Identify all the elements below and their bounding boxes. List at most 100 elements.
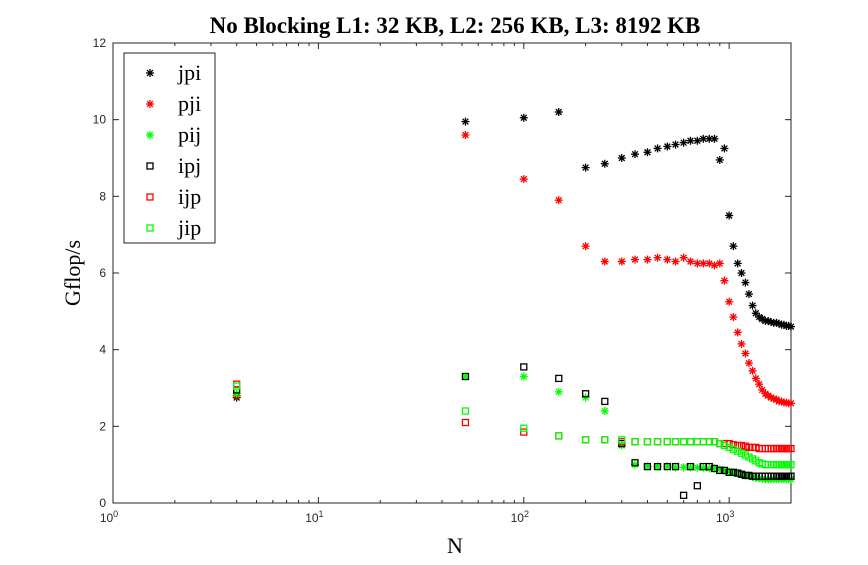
data-point-pji [663,255,672,264]
data-point-pji [741,349,750,358]
data-point-ipj [716,466,724,475]
chart-title: No Blocking L1: 32 KB, L2: 256 KB, L3: 8… [210,13,701,38]
legend-label-jip: jip [177,215,201,240]
legend-marker-ijp [146,193,154,201]
data-point-jpi [693,136,702,145]
data-point-jpi [554,108,563,116]
data-point-pij [554,387,563,396]
data-point-jip [555,432,563,440]
data-point-pji [764,391,773,400]
x-tick-label: 103 [716,509,734,525]
data-point-ipj [787,472,795,480]
data-point-pji [693,259,702,268]
data-point-ipj [663,462,671,471]
data-point-ijp [520,428,528,436]
data-point-jpi [643,148,652,157]
data-point-jpi [725,211,734,220]
data-point-ipj [671,462,680,471]
data-point-jip [671,438,680,446]
data-point-pij [232,389,241,398]
data-point-ipj [631,459,639,467]
y-tick-label: 8 [99,189,106,203]
data-point-jpi [671,140,680,149]
legend-marker-jip [146,224,154,232]
data-point-jip [725,443,733,452]
data-point-jpi [519,113,528,122]
data-point-jpi [710,134,719,143]
x-tick-label: 100 [100,509,118,525]
data-point-jip [643,438,652,446]
legend-label-jpi: jpi [177,60,201,85]
data-point-jpi [748,301,757,310]
data-point-ijp [461,418,470,427]
data-point-pij [519,372,528,381]
data-point-jip [618,436,626,444]
data-point-jpi [733,259,742,268]
data-point-jip [737,449,746,457]
data-point-ipj [729,468,738,476]
data-point-jip [716,439,724,448]
data-point-jpi [663,142,672,151]
data-point-pij [679,463,688,472]
data-point-ipj [555,374,563,383]
data-point-jpi [715,155,724,164]
data-point-pji [600,257,609,266]
legend-label-ipj: ipj [178,153,201,178]
data-point-jip [520,424,528,432]
data-point-ipj [734,469,742,477]
data-point-jpi [737,269,746,277]
data-point-jip [720,441,729,450]
data-point-jip [461,407,470,415]
data-point-jpi [631,150,640,159]
data-point-ipj [705,462,713,471]
series-jip [233,382,795,469]
data-point-jpi [720,144,729,153]
legend-marker-pij [146,131,154,139]
data-point-jip [581,436,590,444]
data-point-jpi [679,138,688,147]
data-point-ipj [653,462,662,471]
data-point-pji [653,253,662,262]
series-pji [232,131,795,408]
data-point-pji [461,131,470,139]
data-point-jip [601,436,609,444]
series-jpi [232,108,795,402]
data-point-pji [755,380,764,389]
y-tick-label: 2 [99,419,106,433]
data-point-jpi [787,322,795,331]
data-point-jpi [741,278,750,287]
data-point-ipj [737,470,746,478]
data-point-pij [581,393,590,402]
data-point-ipj [710,464,719,473]
legend-label-pij: pij [178,122,201,147]
y-tick-label: 4 [99,343,106,357]
data-point-jip [710,438,719,446]
data-point-pji [671,257,680,266]
data-point-jip [787,461,795,469]
legend-label-pji: pji [178,91,201,116]
data-point-jpi [617,154,626,162]
data-point-pij [600,407,609,415]
data-point-pji [729,313,738,322]
legend: jpi pji pij ipj ijp jip [123,52,216,244]
data-point-jip [729,445,738,453]
data-point-pji [554,196,563,205]
data-point-jip [734,447,742,455]
data-point-jpi [751,309,760,318]
legend-box [123,52,216,244]
data-point-pji [720,276,729,285]
y-tick-label: 12 [93,36,107,50]
data-point-jpi [461,117,470,126]
data-point-ipj [725,468,733,476]
legend-marker-jpi [146,69,154,77]
data-point-pji [715,259,724,268]
data-point-pji [679,253,688,262]
x-tick-label: 101 [305,509,323,525]
data-point-pji [686,257,695,266]
data-point-ijp [725,439,733,448]
data-point-ipj [679,491,688,499]
data-point-jip [705,438,713,446]
y-axis-label: Gflop/s [60,240,85,306]
data-point-pji [733,328,742,337]
